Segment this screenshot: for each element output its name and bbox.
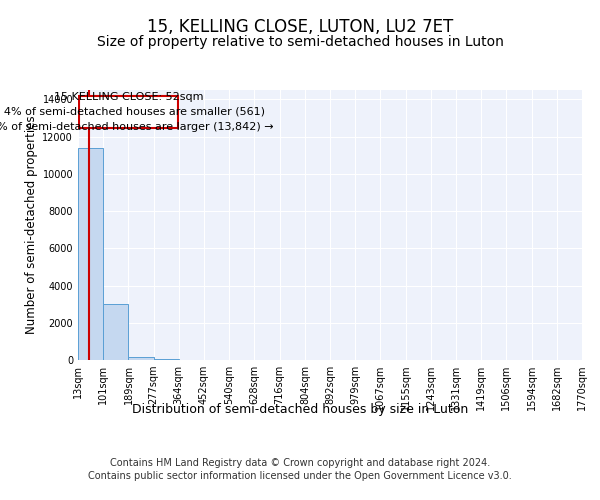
Bar (103, 304, 128, 360)
Bar (78, 148, 103, 360)
Bar (128, 357, 154, 360)
Text: 15 KELLING CLOSE: 52sqm
← 4% of semi-detached houses are smaller (561)
96% of se: 15 KELLING CLOSE: 52sqm ← 4% of semi-det… (0, 92, 274, 132)
Text: Contains HM Land Registry data © Crown copyright and database right 2024.: Contains HM Land Registry data © Crown c… (110, 458, 490, 468)
Text: Distribution of semi-detached houses by size in Luton: Distribution of semi-detached houses by … (132, 402, 468, 415)
Y-axis label: Number of semi-detached properties: Number of semi-detached properties (25, 116, 38, 334)
Text: Contains public sector information licensed under the Open Government Licence v3: Contains public sector information licen… (88, 471, 512, 481)
Text: Size of property relative to semi-detached houses in Luton: Size of property relative to semi-detach… (97, 35, 503, 49)
Bar (79, 96, 178, 128)
Text: 15, KELLING CLOSE, LUTON, LU2 7ET: 15, KELLING CLOSE, LUTON, LU2 7ET (147, 18, 453, 36)
